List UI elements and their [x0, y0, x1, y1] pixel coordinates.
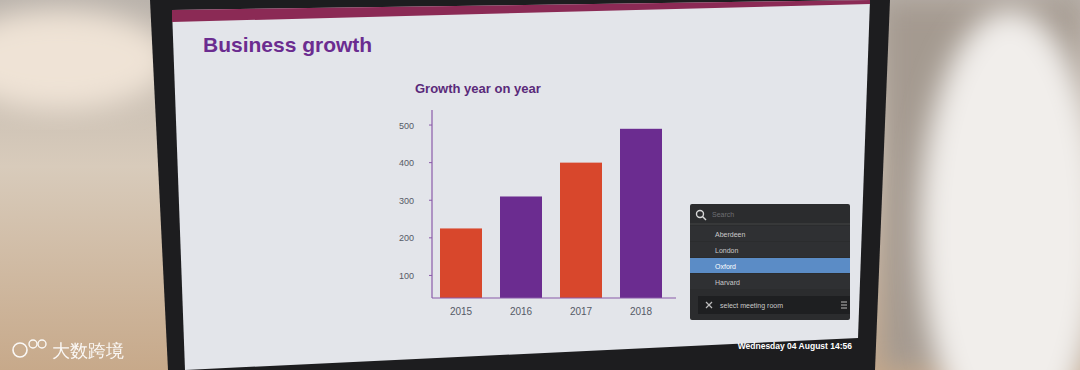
x-axis	[432, 297, 676, 298]
y-tick-label: 400	[399, 158, 414, 168]
bars	[440, 129, 662, 298]
room-option-bg[interactable]	[690, 226, 850, 241]
bar	[620, 129, 662, 298]
bar	[560, 163, 602, 298]
room-option[interactable]: Oxford	[715, 263, 736, 270]
room-option-bg[interactable]	[690, 242, 850, 257]
slide-heading: Business growth	[203, 33, 372, 56]
picker-input	[698, 296, 850, 314]
x-tick-label: 2015	[450, 306, 473, 317]
laptop-bezel	[150, 0, 890, 370]
y-tick-label: 500	[399, 121, 414, 131]
menu-icon[interactable]	[841, 305, 847, 306]
screen	[172, 0, 870, 370]
stage: Business growth Growth year on year 100 200…	[0, 0, 1080, 370]
menu-icon[interactable]	[841, 308, 847, 309]
room-picker	[690, 204, 850, 320]
watermark-logo	[38, 340, 46, 348]
bar	[440, 228, 482, 298]
x-tick-label: 2016	[510, 306, 533, 317]
bar	[500, 196, 542, 298]
blurred-hand	[0, 10, 170, 110]
y-tick-label: 300	[399, 196, 414, 206]
room-option-selected[interactable]	[690, 258, 850, 273]
room-option-bg[interactable]	[690, 274, 850, 289]
room-option[interactable]: London	[715, 247, 738, 254]
blurred-person	[920, 10, 1080, 370]
watermark-logo	[13, 343, 27, 357]
y-axis	[431, 110, 432, 298]
x-tick-label: 2017	[570, 306, 593, 317]
watermark: 大数跨境	[13, 340, 124, 361]
watermark-text: 大数跨境	[52, 341, 124, 361]
y-tick-label: 100	[399, 271, 414, 281]
status-datetime: Wednesday 04 August 14:56	[738, 341, 853, 351]
slide-top-band	[172, 0, 870, 22]
x-tick-label: 2018	[630, 306, 653, 317]
picker-prompt[interactable]: select meeting room	[720, 302, 783, 310]
separator	[690, 224, 850, 225]
search-icon-handle	[703, 217, 707, 221]
background	[0, 0, 1080, 370]
room-option[interactable]: Aberdeen	[715, 231, 745, 238]
menu-icon[interactable]	[841, 302, 847, 303]
watermark-logo	[29, 340, 37, 348]
search-icon	[697, 211, 704, 218]
chart-title: Growth year on year	[415, 81, 541, 96]
room-option[interactable]: Harvard	[715, 279, 740, 286]
close-icon[interactable]	[706, 302, 712, 308]
y-tick-label: 200	[399, 233, 414, 243]
close-icon[interactable]	[706, 302, 712, 308]
search-placeholder[interactable]: Search	[712, 211, 734, 218]
